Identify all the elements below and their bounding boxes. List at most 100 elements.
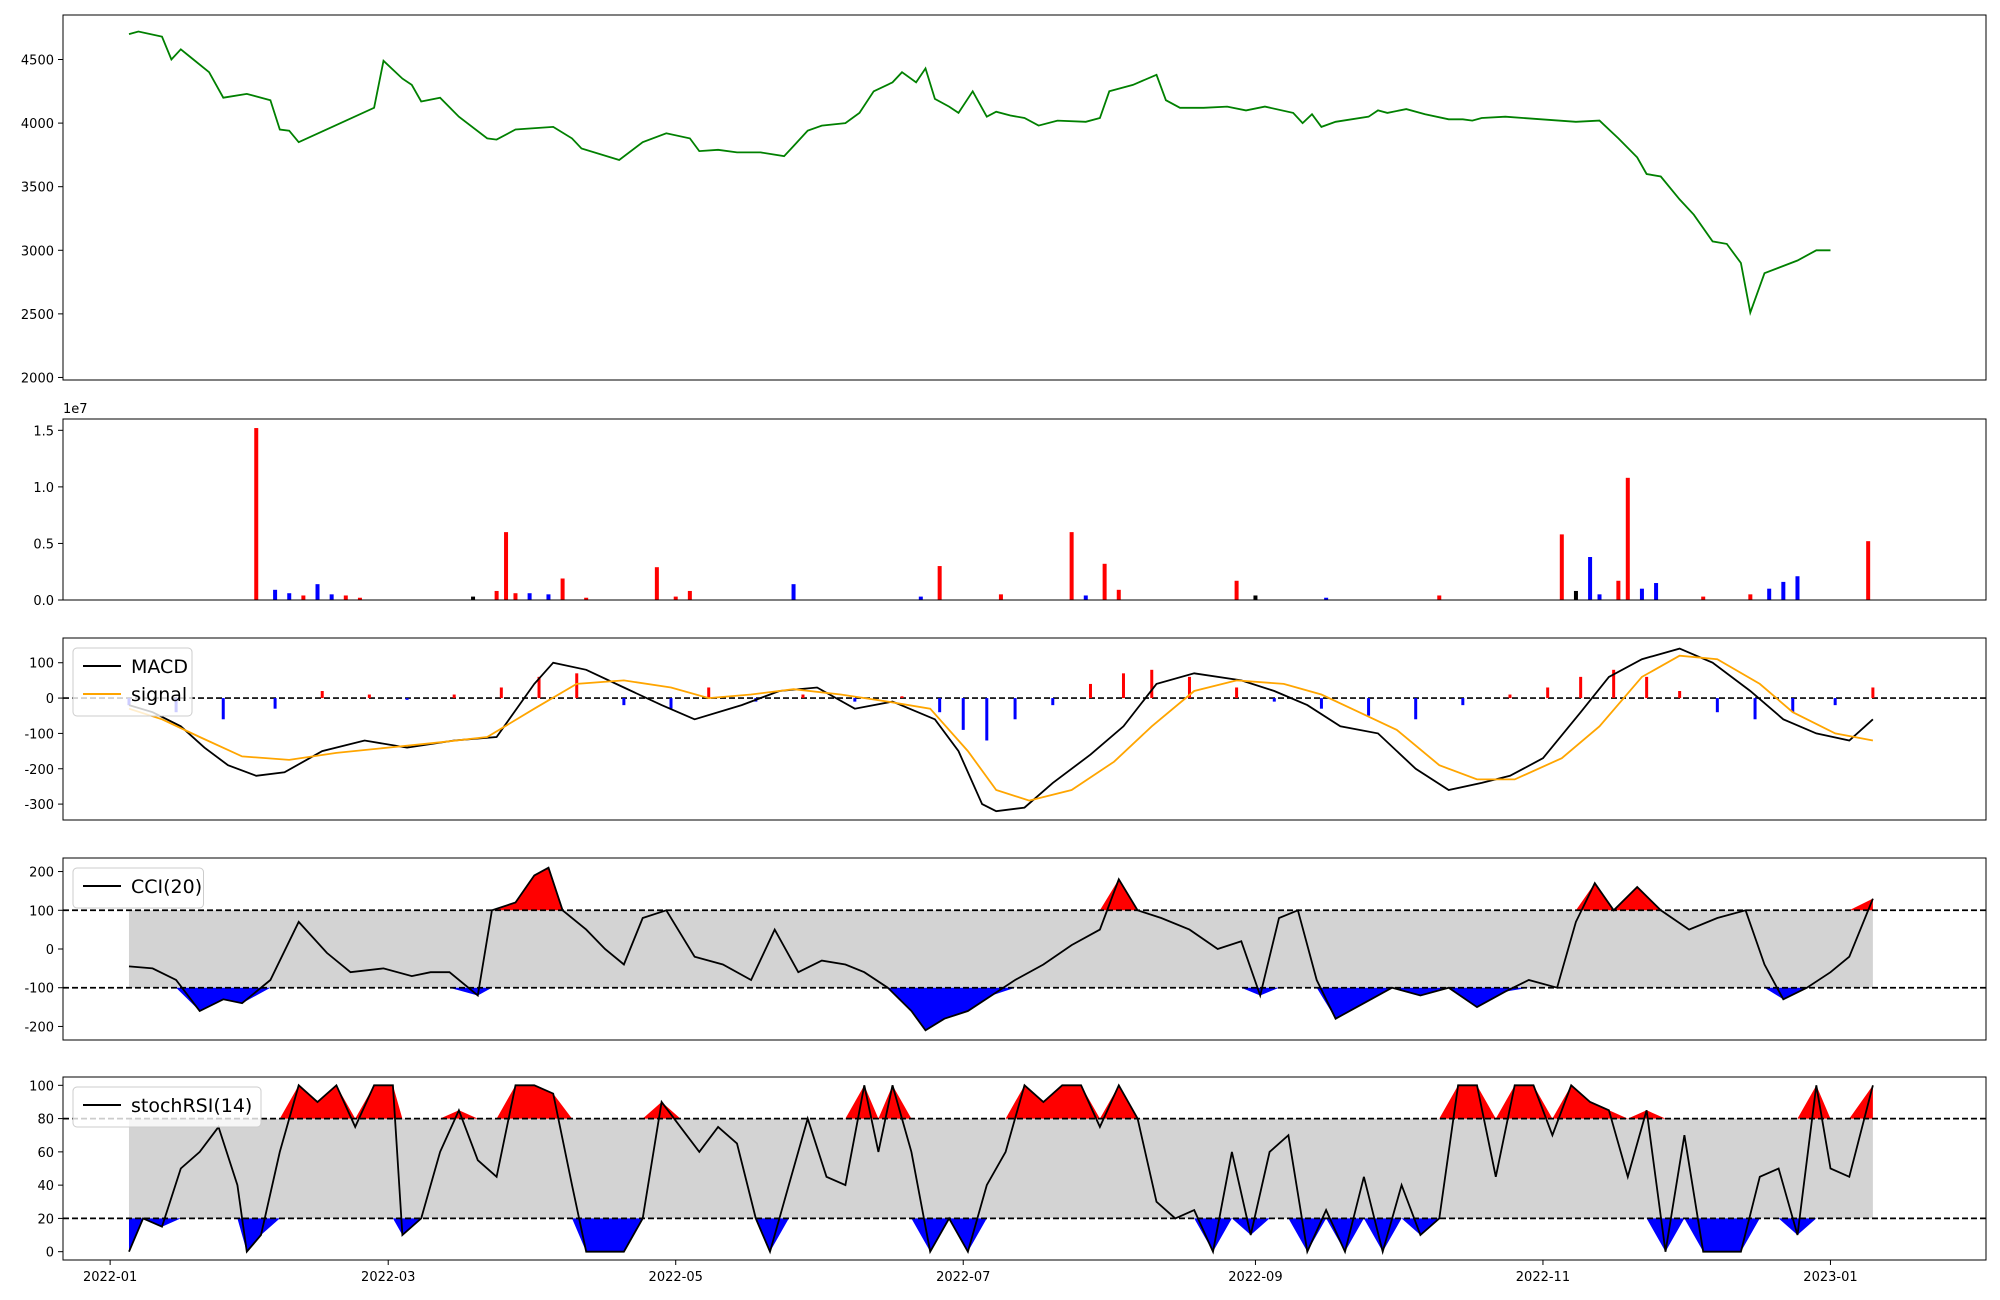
y-tick-label: 60 — [37, 1146, 54, 1161]
volume-bar — [301, 595, 306, 600]
volume-bar — [1588, 557, 1593, 600]
volume-bar — [1795, 576, 1800, 600]
macd-histogram-bar — [575, 673, 579, 699]
y-tick-label: -100 — [24, 727, 54, 742]
volume-bar — [998, 594, 1003, 600]
macd-histogram-bar — [1715, 698, 1719, 713]
macd-histogram-bar — [1579, 676, 1583, 699]
macd-histogram-bar — [499, 687, 503, 699]
axes-frame — [62, 14, 1987, 381]
macd-histogram-bar — [985, 698, 989, 741]
y-tick-label: 0.0 — [33, 594, 54, 609]
legend: stochRSI(14) — [72, 1086, 262, 1128]
volume-bar — [254, 428, 259, 600]
volume-bar — [1324, 597, 1329, 600]
volume-bar — [1437, 595, 1442, 600]
neutral-band — [128, 1118, 1873, 1219]
volume-bar — [343, 595, 348, 600]
legend-label: MACD — [131, 656, 188, 678]
legend: MACD signal — [72, 647, 193, 717]
macd-panel: -300 -200 -100 0 100 MACD signal — [24, 637, 1987, 821]
macd-line — [128, 647, 1874, 813]
legend-label: CCI(20) — [131, 876, 202, 898]
y-tick-label: 4500 — [21, 54, 54, 69]
macd-histogram-bar — [1546, 687, 1550, 699]
y-tick-label: 2500 — [21, 308, 54, 323]
macd-histogram-bar — [320, 691, 324, 699]
volume-bar — [1083, 595, 1088, 600]
neutral-band — [128, 910, 1873, 988]
volume-bar — [1069, 532, 1074, 600]
y-tick-label: 100 — [29, 1079, 54, 1094]
macd-histogram-bar — [1461, 698, 1465, 706]
volume-bar — [687, 590, 692, 600]
volume-bar — [1866, 541, 1871, 600]
macd-histogram-bar — [1150, 669, 1154, 699]
y-tick-label: -200 — [24, 763, 54, 778]
y-tick-label: -100 — [24, 982, 54, 997]
y-tick-label: 1.5 — [33, 424, 54, 439]
volume-bar — [494, 590, 499, 600]
volume-bar — [560, 578, 565, 600]
y-tick-label: 0 — [46, 692, 54, 707]
overbought-fill — [128, 1085, 1873, 1119]
axes-frame — [62, 1076, 1987, 1261]
volume-bar — [315, 584, 320, 600]
macd-histogram-bar — [1051, 698, 1055, 706]
macd-histogram-bar — [1088, 683, 1092, 699]
y-tick-label: -200 — [24, 1020, 54, 1035]
macd-histogram-bar — [1645, 676, 1649, 699]
macd-histogram-bar — [1187, 676, 1191, 699]
price-panel: 2000 2500 3000 3500 4000 4500 — [21, 14, 1987, 386]
y-tick-label: 0 — [46, 943, 54, 958]
volume-bar — [1559, 534, 1564, 600]
x-tick-label: 2022-07 — [936, 1270, 990, 1285]
volume-plot-area — [126, 428, 1871, 600]
volume-bar — [654, 567, 659, 600]
volume-bar — [504, 532, 509, 600]
macd-histogram-bar — [367, 694, 371, 699]
legend-label: signal — [131, 684, 187, 706]
macd-histogram-bar — [221, 698, 225, 720]
volume-bar — [357, 597, 362, 600]
price-plot-area — [128, 30, 1831, 317]
volume-bar — [1639, 588, 1644, 600]
y-tick-label: 100 — [29, 904, 54, 919]
legend-label: stochRSI(14) — [131, 1095, 252, 1117]
volume-bar — [584, 597, 589, 600]
y-tick-label: 3500 — [21, 181, 54, 196]
y-tick-label: 2000 — [21, 371, 54, 386]
volume-bar — [1102, 563, 1107, 600]
macd-histogram-bar — [1319, 698, 1323, 709]
macd-plot-area — [63, 647, 1986, 813]
oversold-fill — [128, 987, 1873, 1031]
x-tick-label: 2022-03 — [361, 1270, 415, 1285]
volume-bar — [791, 584, 796, 600]
stochrsi-panel: 0 20 40 60 80 100 stochRSI(14) — [29, 1076, 1987, 1261]
volume-bar — [673, 596, 678, 600]
volume-bar — [1597, 594, 1602, 600]
x-tick-label: 2022-05 — [649, 1270, 703, 1285]
volume-bar — [527, 593, 532, 600]
volume-bar — [1781, 581, 1786, 600]
legend: CCI(20) — [72, 867, 204, 909]
x-tick-label: 2022-09 — [1228, 1270, 1282, 1285]
axes-frame — [62, 418, 1987, 601]
macd-histogram-bar — [1612, 669, 1616, 699]
date-axis: 2022-01 2022-03 2022-05 2022-07 2022-09 2022-… — [83, 1260, 1858, 1285]
macd-histogram-bar — [853, 698, 857, 702]
macd-histogram-bar — [707, 687, 711, 699]
y-tick-label: -300 — [24, 798, 54, 813]
y-tick-label: 40 — [37, 1179, 54, 1194]
legend-box — [72, 867, 204, 909]
volume-bar — [329, 594, 334, 600]
y-tick-label: 0.5 — [33, 537, 54, 552]
volume-bar — [1253, 595, 1258, 600]
macd-histogram-bar — [273, 698, 277, 709]
price-line — [128, 30, 1831, 317]
macd-histogram-bar — [1833, 698, 1837, 706]
volume-bar — [1116, 589, 1121, 600]
macd-histogram-bar — [1678, 691, 1682, 699]
signal-line — [128, 654, 1874, 802]
volume-bar — [1654, 583, 1659, 600]
